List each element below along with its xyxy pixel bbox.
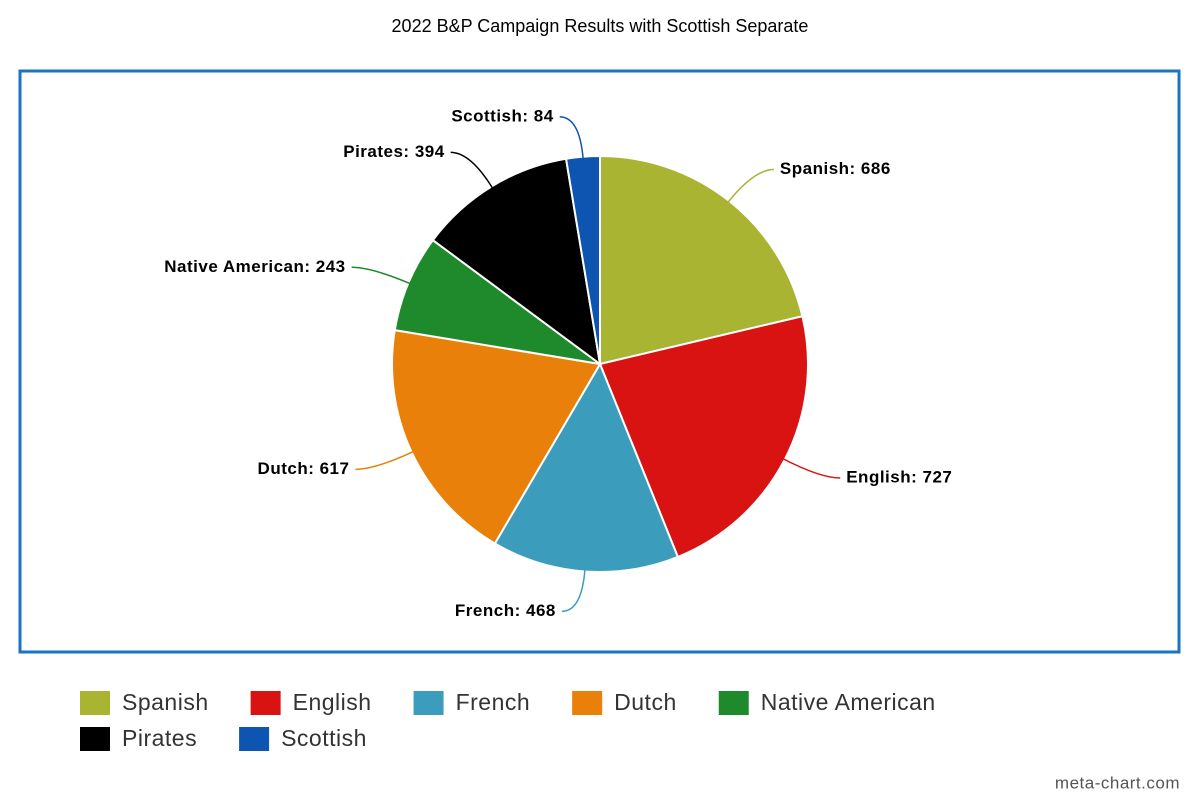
data-label: English: 727 xyxy=(846,468,952,487)
legend-swatch xyxy=(413,691,444,715)
legend-label: English xyxy=(293,689,372,715)
leader-line xyxy=(351,266,412,285)
source-credit: meta-chart.com xyxy=(1055,773,1180,792)
leader-line xyxy=(450,151,494,190)
legend-swatch xyxy=(572,691,603,715)
data-label: Pirates: 394 xyxy=(343,142,444,161)
leader-line xyxy=(781,457,841,479)
legend-swatch xyxy=(718,691,749,715)
data-label: Dutch: 617 xyxy=(258,459,350,478)
legend-label: Scottish xyxy=(281,725,367,751)
legend-label: Dutch xyxy=(614,689,677,715)
legend-swatch xyxy=(80,727,110,751)
leader-line xyxy=(561,568,586,613)
leader-line xyxy=(726,168,774,204)
leader-line xyxy=(559,116,584,160)
data-label: Scottish: 84 xyxy=(451,106,553,125)
legend-label: Spanish xyxy=(122,689,209,715)
data-label: Spanish: 686 xyxy=(780,159,891,178)
legend-label: French xyxy=(456,689,531,715)
legend-label: Pirates xyxy=(122,725,197,751)
legend-swatch xyxy=(80,691,110,715)
legend-swatch xyxy=(239,727,270,751)
data-label: Native American: 243 xyxy=(164,257,345,276)
chart-title: 2022 B&P Campaign Results with Scottish … xyxy=(392,16,809,36)
legend-swatch xyxy=(250,691,281,715)
plot-frame xyxy=(18,69,1181,654)
data-label: French: 468 xyxy=(455,601,556,620)
legend-label: Native American xyxy=(761,689,936,715)
leader-line xyxy=(355,450,415,471)
